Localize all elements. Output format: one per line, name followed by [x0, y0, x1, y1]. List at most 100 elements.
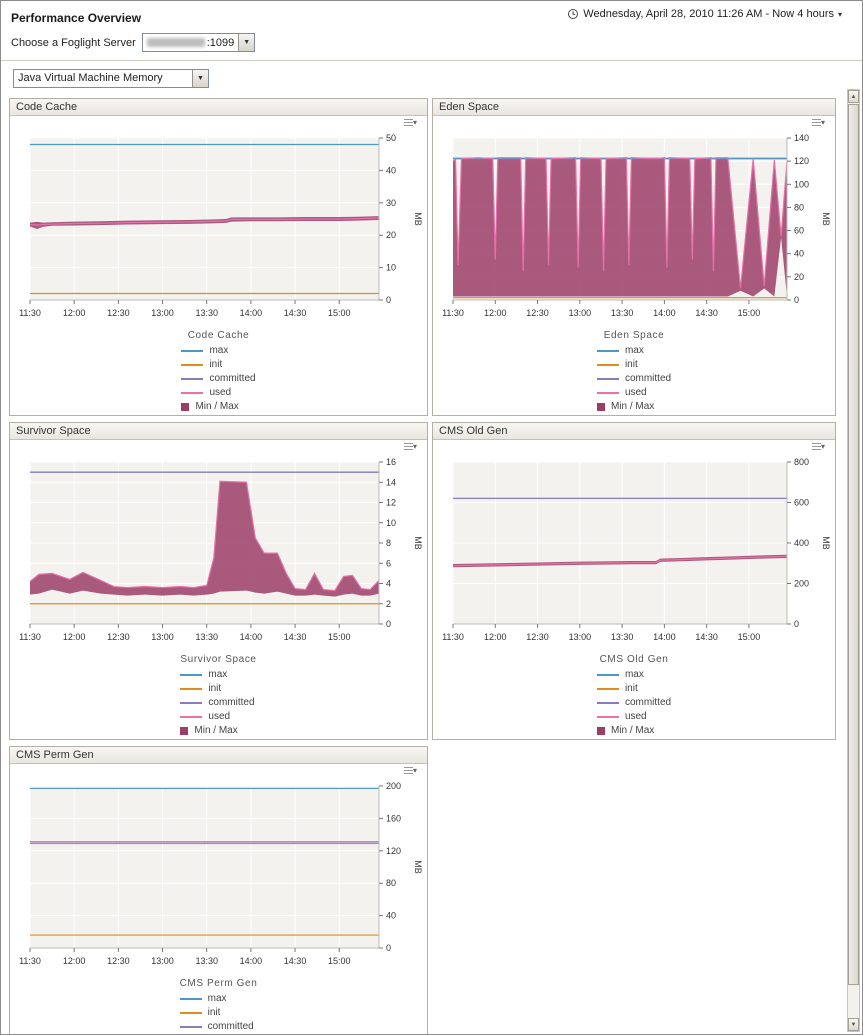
svg-text:15:00: 15:00: [328, 308, 351, 318]
legend-label: max: [207, 993, 227, 1004]
legend-title: Eden Space: [603, 329, 665, 341]
svg-text:20: 20: [794, 271, 804, 281]
svg-text:11:30: 11:30: [19, 632, 41, 642]
svg-text:200: 200: [386, 781, 401, 791]
chart-options-icon[interactable]: ▾: [811, 442, 825, 451]
svg-text:11:30: 11:30: [442, 308, 464, 318]
chart-options-icon[interactable]: ▾: [811, 118, 825, 127]
svg-text:12:30: 12:30: [107, 308, 130, 318]
svg-text:20: 20: [386, 230, 396, 240]
svg-text:13:30: 13:30: [195, 632, 218, 642]
used-line-icon: [596, 715, 619, 718]
legend-item-committed: committed: [181, 372, 256, 386]
legend-item-max: max: [180, 668, 256, 682]
svg-text:30: 30: [386, 197, 396, 207]
svg-text:10: 10: [386, 262, 396, 272]
legend-item-minmax: Min / Max: [596, 400, 671, 414]
legend-item-committed: committed: [596, 696, 671, 710]
used-line-icon: [596, 391, 619, 394]
legend-label: Min / Max: [195, 401, 239, 412]
svg-text:13:00: 13:00: [569, 632, 592, 642]
legend-label: used: [624, 387, 647, 398]
legend-label: Min / Max: [610, 401, 655, 412]
chart-options-icon[interactable]: ▾: [403, 442, 417, 451]
svg-text:12:00: 12:00: [484, 632, 507, 642]
legend-item-max: max: [179, 992, 258, 1006]
init-line-icon: [596, 687, 619, 690]
svg-text:14:30: 14:30: [695, 308, 718, 318]
svg-text:14:30: 14:30: [284, 632, 307, 642]
svg-text:13:30: 13:30: [195, 956, 218, 966]
minmax-swatch-icon: [596, 402, 605, 411]
chart-panel-cms-old-gen: CMS Old Gen ▾ 0 200 400 600 800 11:30 12:00 12:…: [432, 421, 836, 740]
legend-item-committed: committed: [596, 372, 672, 386]
metric-select[interactable]: Java Virtual Machine Memory ▼: [13, 68, 209, 88]
legend-label: Min / Max: [194, 725, 238, 736]
svg-text:12:00: 12:00: [484, 308, 507, 318]
legend-title: CMS Perm Gen: [179, 977, 258, 989]
svg-text:14:00: 14:00: [240, 308, 263, 318]
scroll-up-icon[interactable]: ▲: [848, 90, 859, 103]
legend-label: init: [207, 1007, 221, 1018]
legend-item-used: used: [596, 386, 671, 400]
max-line-icon: [181, 349, 204, 352]
svg-text:80: 80: [794, 202, 804, 212]
svg-text:15:00: 15:00: [738, 632, 761, 642]
legend-label: used: [208, 711, 231, 722]
svg-text:12:00: 12:00: [63, 956, 86, 966]
dropdown-arrow-icon[interactable]: ▼: [238, 34, 255, 51]
metric-select-value: Java Virtual Machine Memory: [18, 72, 163, 84]
committed-line-icon: [179, 1025, 202, 1028]
legend-item-used: used: [181, 386, 255, 400]
max-line-icon: [596, 673, 619, 676]
scroll-down-icon[interactable]: ▼: [848, 1018, 859, 1031]
charts-grid: Code Cache ▾ 0 10 20 30 40 50 11:30 12:00 12:30 1…: [9, 97, 862, 1034]
svg-text:60: 60: [794, 225, 804, 235]
time-range-label: Wednesday, April 28, 2010 11:26 AM - Now…: [583, 8, 834, 20]
svg-text:MB: MB: [413, 536, 423, 550]
svg-text:15:00: 15:00: [328, 956, 351, 966]
chart-options-icon[interactable]: ▾: [403, 766, 417, 775]
svg-text:12:30: 12:30: [526, 308, 549, 318]
legend-item-init: init: [596, 682, 671, 696]
chart-options-icon[interactable]: ▾: [403, 118, 417, 127]
legend-label: committed: [624, 373, 672, 384]
init-line-icon: [179, 1011, 202, 1014]
chart-canvas: 0 200 400 600 800 11:30 12:00 12:30 13:00 13:30 14…: [442, 457, 831, 642]
legend-title: Code Cache: [187, 329, 250, 341]
scrollbar-thumb[interactable]: [848, 104, 859, 985]
panel-title: CMS Old Gen: [433, 422, 835, 440]
dropdown-arrow-icon[interactable]: ▼: [192, 69, 208, 87]
svg-text:14:30: 14:30: [284, 956, 307, 966]
legend-item-committed: committed: [180, 696, 256, 710]
legend-label: committed: [207, 1021, 254, 1032]
committed-line-icon: [181, 377, 204, 380]
svg-text:160: 160: [386, 813, 401, 823]
server-select[interactable]: :1099 ▼: [141, 33, 256, 52]
svg-text:12:30: 12:30: [526, 632, 549, 642]
vertical-scrollbar[interactable]: ▲ ▼: [847, 89, 860, 1032]
svg-text:13:00: 13:00: [151, 632, 174, 642]
svg-text:13:30: 13:30: [611, 632, 634, 642]
legend-label: max: [624, 345, 644, 356]
chart-cms-old-gen: 0 200 400 600 800 11:30 12:00 12:30 13:00 13:30 14…: [437, 454, 831, 650]
svg-text:600: 600: [794, 497, 809, 507]
server-chooser-label: Choose a Foglight Server: [11, 36, 136, 49]
svg-text:11:30: 11:30: [19, 956, 41, 966]
time-range-selector[interactable]: Wednesday, April 28, 2010 11:26 AM - Now…: [567, 8, 842, 20]
legend-label: max: [624, 669, 644, 680]
chart-survivor-space: 0 2 4 6 8 10 12 14 16 11:30 12:00 12:30 13:00 13:30 14…: [14, 454, 423, 650]
panel-title: CMS Perm Gen: [10, 746, 427, 764]
svg-text:40: 40: [386, 165, 396, 175]
chart-cms-perm-gen: 0 40 80 120 160 200 11:30 12:00 12:30 13:00 13:30 1…: [14, 778, 423, 974]
header-separator: [1, 60, 862, 61]
svg-text:120: 120: [794, 156, 809, 166]
legend-label: init: [208, 683, 222, 694]
svg-text:100: 100: [794, 179, 809, 189]
chart-panel-cms-perm-gen: CMS Perm Gen ▾ 0 40 80 120 160 200 11:30 12:00 1…: [9, 745, 428, 1034]
svg-text:12:00: 12:00: [63, 632, 86, 642]
svg-text:400: 400: [794, 538, 809, 548]
svg-text:200: 200: [794, 578, 809, 588]
committed-line-icon: [596, 701, 619, 704]
